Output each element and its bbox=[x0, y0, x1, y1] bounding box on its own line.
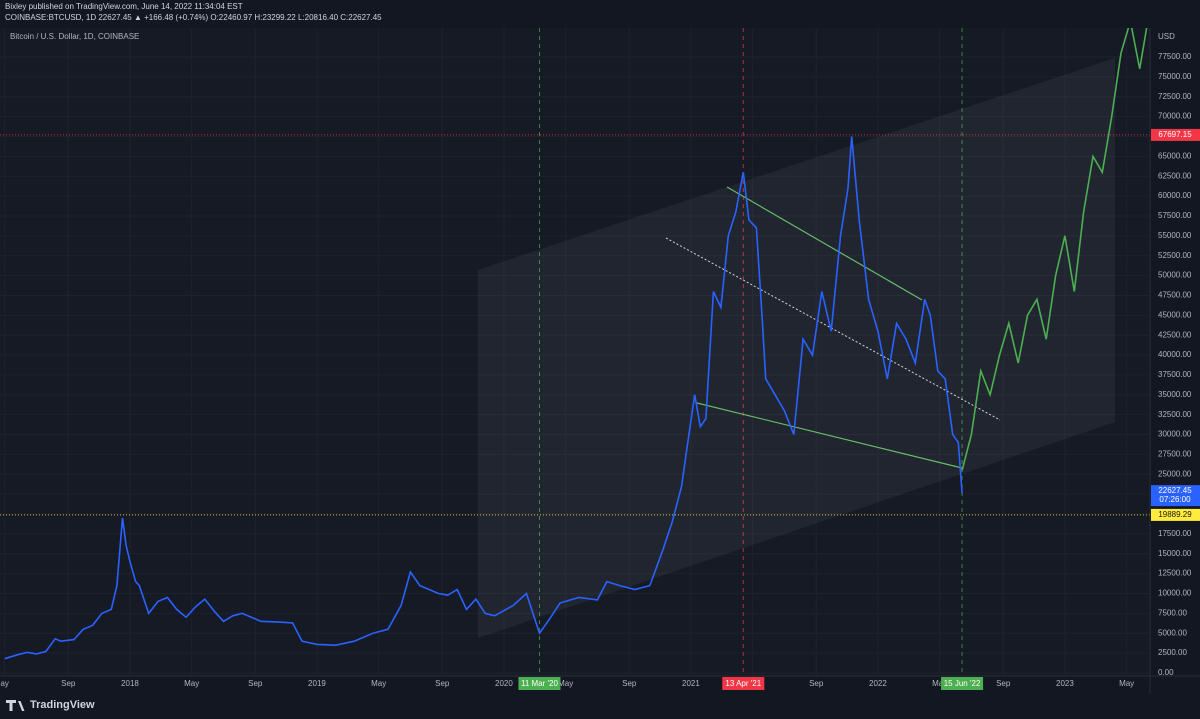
last-price-tag bbox=[1151, 485, 1200, 507]
y-tick-label: 45000.00 bbox=[1158, 310, 1192, 319]
y-tick-label: 62500.00 bbox=[1158, 171, 1192, 180]
footer bbox=[0, 694, 1200, 714]
drawings bbox=[478, 58, 1115, 638]
brand: TradingView bbox=[30, 699, 95, 711]
y-tick-label: 37500.00 bbox=[1158, 370, 1192, 379]
y-tick-label: 27500.00 bbox=[1158, 450, 1192, 459]
midline bbox=[665, 237, 1001, 421]
y-tick-label: 42500.00 bbox=[1158, 330, 1192, 339]
y-tick-label: 17500.00 bbox=[1158, 529, 1192, 538]
y-tick-label: 30000.00 bbox=[1158, 430, 1192, 439]
price-tag-label: 19889.29 bbox=[1158, 510, 1192, 519]
publisher: Bixley published on TradingView.com, Jun… bbox=[5, 2, 243, 11]
y-tick-label: 50000.00 bbox=[1158, 271, 1192, 280]
logo bbox=[6, 700, 25, 711]
x-tick-label: May bbox=[558, 679, 573, 688]
x-tick-label: ay bbox=[0, 679, 8, 688]
x-tick-label: 2022 bbox=[869, 679, 887, 688]
event-label: 13 Apr '21 bbox=[725, 679, 761, 688]
price-tag bbox=[1151, 508, 1200, 521]
countdown: 07:26:00 bbox=[1159, 495, 1191, 504]
x-tick-label: 2021 bbox=[682, 679, 700, 688]
event-tag bbox=[941, 677, 984, 690]
y-tick-label: 70000.00 bbox=[1158, 112, 1192, 121]
y-tick-label: 2500.00 bbox=[1158, 648, 1187, 657]
header-bar bbox=[0, 0, 1200, 28]
y-tick-label: 15000.00 bbox=[1158, 549, 1192, 558]
y-tick-label: 47500.00 bbox=[1158, 291, 1192, 300]
y-tick-label: 10000.00 bbox=[1158, 589, 1192, 598]
y-axis-label: USD bbox=[1158, 32, 1175, 41]
price-tag-label: 67697.15 bbox=[1158, 130, 1192, 139]
y-tick-label: 35000.00 bbox=[1158, 390, 1192, 399]
y-tick-label: 7500.00 bbox=[1158, 608, 1187, 617]
channel bbox=[478, 58, 1115, 638]
y-tick-label: 25000.00 bbox=[1158, 469, 1192, 478]
event-label: 15 Jun '22 bbox=[944, 679, 981, 688]
last-price: 22627.45 bbox=[1158, 486, 1192, 495]
x-tick-label: 2023 bbox=[1056, 679, 1074, 688]
trendline bbox=[696, 402, 963, 469]
x-tick-label: May bbox=[1119, 679, 1134, 688]
x-tick-label: 2019 bbox=[308, 679, 326, 688]
y-tick-label: 65000.00 bbox=[1158, 151, 1192, 160]
x-tick-label: 2020 bbox=[495, 679, 513, 688]
y-tick-label: 72500.00 bbox=[1158, 92, 1192, 101]
y-tick-label: 12500.00 bbox=[1158, 569, 1192, 578]
x-tick-label: Sep bbox=[61, 679, 76, 688]
x-tick-label: May bbox=[184, 679, 199, 688]
symbol-line: COINBASE:BTCUSD, 1D 22627.45 ▲ +166.48 (… bbox=[5, 13, 382, 22]
y-tick-label: 75000.00 bbox=[1158, 72, 1192, 81]
x-tick-label: May bbox=[371, 679, 386, 688]
trendline bbox=[726, 186, 923, 301]
price-tag bbox=[1151, 128, 1200, 141]
x-tick-label: 2018 bbox=[121, 679, 139, 688]
y-tick-label: 0.00 bbox=[1158, 668, 1174, 677]
y-tick-label: 55000.00 bbox=[1158, 231, 1192, 240]
x-tick-label: May bbox=[932, 679, 947, 688]
price-line bbox=[961, 28, 1150, 471]
x-tick-label: Sep bbox=[996, 679, 1011, 688]
y-tick-label: 77500.00 bbox=[1158, 52, 1192, 61]
chart-title: Bitcoin / U.S. Dollar, 1D, COINBASE bbox=[10, 32, 139, 41]
x-tick-label: Sep bbox=[622, 679, 637, 688]
event-label: 11 Mar '20 bbox=[521, 679, 559, 688]
x-tick-label: Sep bbox=[809, 679, 824, 688]
x-tick-label: Sep bbox=[435, 679, 450, 688]
y-tick-label: 52500.00 bbox=[1158, 251, 1192, 260]
y-tick-label: 5000.00 bbox=[1158, 628, 1187, 637]
y-tick-label: 32500.00 bbox=[1158, 410, 1192, 419]
y-tick-label: 57500.00 bbox=[1158, 211, 1192, 220]
price-line bbox=[4, 136, 963, 660]
y-tick-label: 60000.00 bbox=[1158, 191, 1192, 200]
event-tag bbox=[722, 677, 765, 690]
event-tag bbox=[518, 677, 561, 690]
y-tick-label: 40000.00 bbox=[1158, 350, 1192, 359]
x-tick-label: Sep bbox=[248, 679, 263, 688]
